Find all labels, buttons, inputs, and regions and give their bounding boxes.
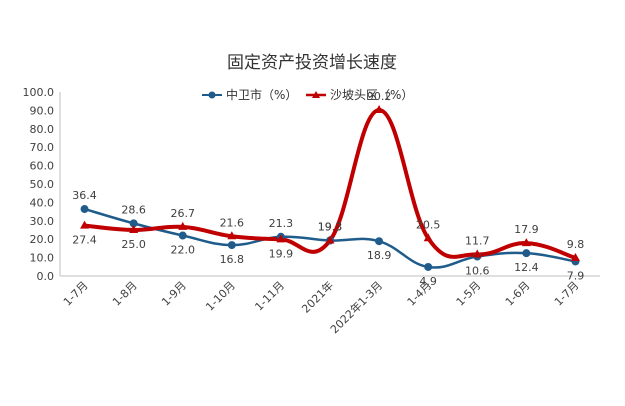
data-point-series-2 (570, 252, 580, 261)
y-tick-label: 50.0 (30, 178, 55, 191)
data-label-series-1: 28.6 (121, 203, 146, 216)
y-tick-label: 30.0 (30, 215, 55, 228)
data-point-series-1 (522, 249, 531, 258)
x-tick-label: 2021年 (299, 278, 336, 315)
series-markers (80, 105, 580, 271)
data-label-series-2: 26.7 (170, 207, 195, 220)
legend-marker-series-1 (208, 91, 216, 99)
y-tick-label: 60.0 (30, 160, 55, 173)
x-tick-label: 1-9月 (159, 279, 189, 309)
legend-item-series-1: 中卫市（%） (202, 87, 297, 102)
legend-item-series-2: 沙坡头区（%） (306, 88, 413, 102)
data-point-series-2 (374, 105, 384, 114)
x-tick-label: 1-6月 (503, 279, 533, 309)
y-tick-label: 0.0 (37, 270, 55, 283)
data-label-series-2: 19.3 (318, 220, 343, 233)
x-tick-label: 1-11月 (252, 279, 287, 314)
legend: 中卫市（%） 沙坡头区（%） (202, 87, 413, 102)
data-point-series-2 (80, 220, 90, 229)
data-label-series-2: 9.8 (567, 238, 585, 251)
data-label-series-2: 21.6 (220, 216, 245, 229)
data-label-series-2: 25.0 (121, 238, 146, 251)
x-tick-label: 1-8月 (110, 279, 140, 309)
data-label-series-1: 12.4 (514, 261, 539, 274)
data-point-series-2 (472, 249, 482, 258)
data-point-series-1 (80, 205, 89, 214)
data-point-series-1 (227, 241, 236, 250)
data-label-series-2: 17.9 (514, 223, 539, 236)
data-label-series-1: 22.0 (170, 244, 195, 257)
data-point-series-1 (178, 231, 187, 240)
legend-label-series-2: 沙坡头区（%） (330, 88, 413, 102)
x-tick-label: 1-5月 (454, 279, 484, 309)
y-tick-label: 40.0 (30, 196, 55, 209)
data-label-series-1: 36.4 (72, 189, 97, 202)
chart-title: 固定资产投资增长速度 (227, 53, 397, 73)
data-label-series-1: 16.8 (220, 253, 245, 266)
data-point-series-1 (129, 219, 138, 228)
x-tick-label: 1-7月 (61, 279, 91, 309)
x-tick-label: 1-7月 (552, 279, 582, 309)
data-labels: 36.4 28.6 22.0 16.8 21.3 19.3 18.9 4.9 10.6 12.4 7… (72, 90, 584, 288)
y-tick-labels: 0.0 10.0 20.0 30.0 40.0 50.0 60.0 70.0 80.0 90.0 1… (23, 86, 55, 283)
data-point-series-1 (424, 262, 433, 271)
data-point-series-2 (178, 221, 188, 230)
data-label-series-1: 10.6 (465, 264, 490, 277)
data-label-series-2: 19.9 (269, 247, 294, 260)
y-tick-label: 20.0 (30, 233, 55, 246)
data-point-series-2 (325, 235, 335, 244)
y-tick-label: 80.0 (30, 123, 55, 136)
data-label-series-1: 21.3 (269, 217, 294, 230)
y-tick-label: 90.0 (30, 104, 55, 117)
legend-marker-series-2 (312, 91, 320, 98)
data-label-series-1: 4.9 (419, 275, 437, 288)
data-label-series-2: 90.2 (367, 90, 392, 103)
data-point-series-2 (129, 225, 139, 233)
data-label-series-2: 11.7 (465, 234, 490, 247)
data-point-series-2 (521, 238, 531, 247)
data-label-series-1: 18.9 (367, 249, 392, 262)
data-point-series-2 (276, 234, 286, 243)
y-tick-label: 10.0 (30, 252, 55, 265)
y-tick-label: 100.0 (23, 86, 55, 99)
x-tick-label: 2022年1-3月 (327, 278, 385, 336)
data-label-series-2: 20.5 (416, 218, 441, 231)
data-label-series-1: 19.3 (318, 220, 343, 233)
y-tick-label: 70.0 (30, 141, 55, 154)
data-point-series-2 (227, 231, 237, 240)
data-label-series-2: 27.4 (72, 234, 97, 247)
x-tick-label: 1-10月 (203, 279, 238, 314)
data-point-series-1 (375, 237, 384, 246)
data-label-series-1: 7.9 (567, 269, 585, 282)
legend-label-series-1: 中卫市（%） (226, 87, 297, 102)
data-point-series-2 (423, 233, 433, 242)
